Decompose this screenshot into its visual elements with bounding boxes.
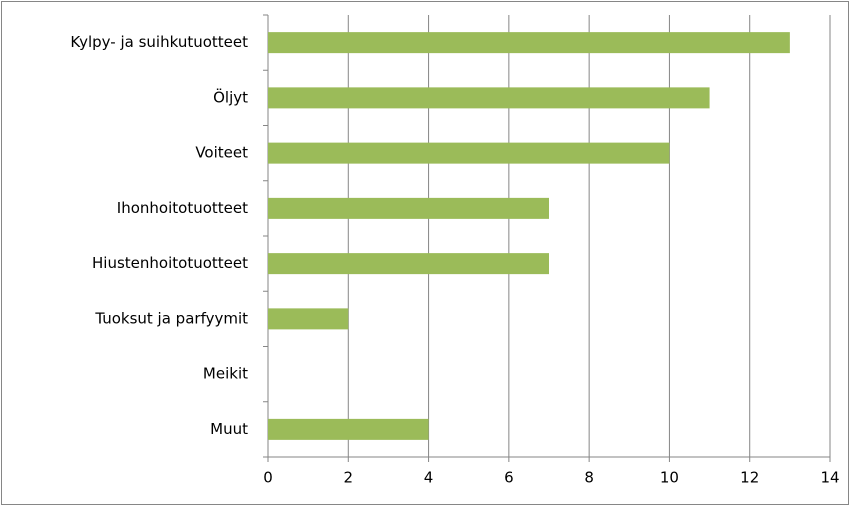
bar bbox=[268, 253, 549, 275]
y-tick-label: Tuoksut ja parfyymit bbox=[94, 309, 248, 327]
x-tick-label: 14 bbox=[820, 469, 839, 487]
y-tick-label: Öljyt bbox=[213, 87, 248, 106]
y-tick-label: Kylpy- ja suihkutuotteet bbox=[70, 33, 248, 51]
x-tick-label: 10 bbox=[660, 469, 679, 487]
bar bbox=[268, 308, 349, 330]
x-tick-label: 6 bbox=[504, 469, 514, 487]
x-tick-label: 12 bbox=[740, 469, 759, 487]
bar bbox=[268, 142, 670, 164]
bar bbox=[268, 197, 549, 219]
bar bbox=[268, 32, 790, 54]
y-tick-label: Voiteet bbox=[195, 144, 248, 162]
bar bbox=[268, 87, 710, 109]
y-tick-label: Meikit bbox=[203, 365, 248, 383]
y-tick-label: Ihonhoitotuotteet bbox=[117, 199, 248, 217]
x-tick-label: 0 bbox=[263, 469, 273, 487]
bar bbox=[268, 418, 429, 440]
y-tick-label: Hiustenhoitotuotteet bbox=[92, 254, 248, 272]
x-tick-label: 2 bbox=[344, 469, 354, 487]
x-tick-label: 4 bbox=[424, 469, 434, 487]
y-tick-label: Muut bbox=[210, 420, 248, 438]
x-tick-label: 8 bbox=[584, 469, 594, 487]
